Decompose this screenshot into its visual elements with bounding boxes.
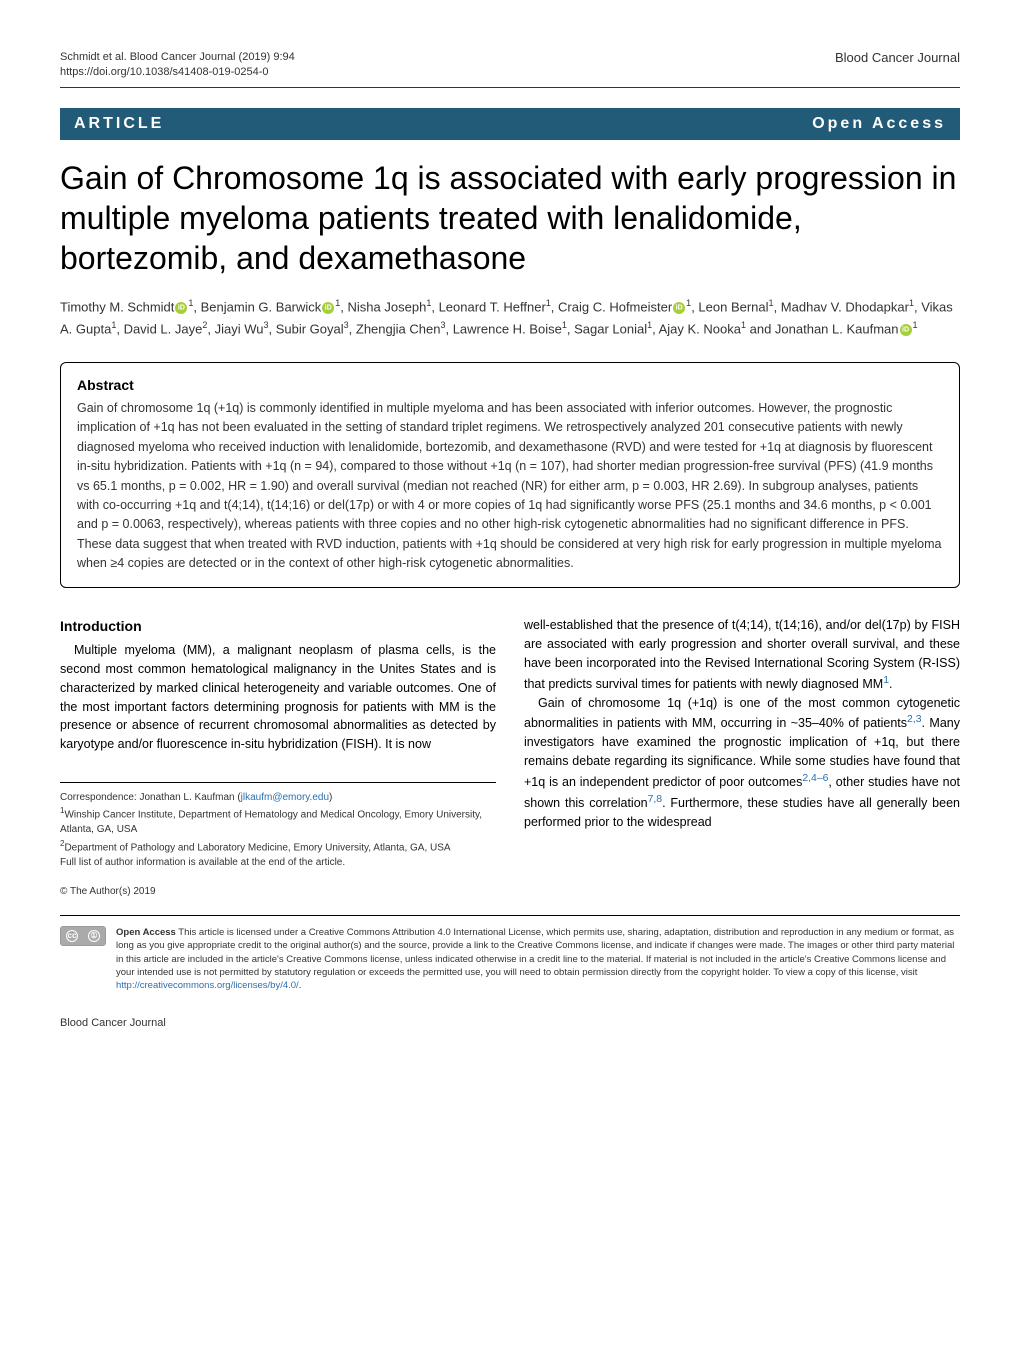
correspondence-label: Correspondence: Jonathan L. Kaufman (	[60, 792, 241, 803]
author: Sagar Lonial	[574, 321, 647, 336]
affiliation-ref: 1	[335, 298, 340, 308]
article-title: Gain of Chromosome 1q is associated with…	[60, 158, 960, 278]
license-row: cc ① Open Access This article is license…	[60, 926, 960, 992]
affiliation-ref: 1	[111, 320, 116, 330]
doi: https://doi.org/10.1038/s41408-019-0254-…	[60, 65, 295, 80]
affiliation-ref: 1	[647, 320, 652, 330]
footer: Blood Cancer Journal	[60, 1017, 960, 1029]
abstract-text: Gain of chromosome 1q (+1q) is commonly …	[77, 399, 943, 573]
affiliation-ref: 1	[909, 298, 914, 308]
left-column: Introduction Multiple myeloma (MM), a ma…	[60, 616, 496, 870]
orcid-icon	[322, 302, 334, 314]
intro-right-para1: well-established that the presence of t(…	[524, 616, 960, 693]
author: Jiayi Wu	[215, 321, 264, 336]
affiliation-ref: 3	[344, 320, 349, 330]
orcid-icon	[673, 302, 685, 314]
para2-text-a: Gain of chromosome 1q (+1q) is one of th…	[524, 696, 960, 731]
by-icon: ①	[83, 927, 105, 945]
para1-text: well-established that the presence of t(…	[524, 618, 960, 690]
article-bar: ARTICLE Open Access	[60, 108, 960, 140]
citation-ref[interactable]: 2,3	[907, 714, 921, 725]
correspondence-email[interactable]: jlkaufm@emory.edu	[241, 792, 329, 803]
header-divider	[60, 87, 960, 88]
author: Subir Goyal	[276, 321, 344, 336]
affiliation-ref: 1	[913, 320, 918, 330]
abstract-heading: Abstract	[77, 377, 943, 393]
intro-left-para: Multiple myeloma (MM), a malignant neopl…	[60, 641, 496, 754]
author: Ajay K. Nooka	[659, 321, 741, 336]
affiliation-1-text: Winship Cancer Institute, Department of …	[60, 810, 482, 836]
right-column: well-established that the presence of t(…	[524, 616, 960, 870]
affiliation-2-text: Department of Pathology and Laboratory M…	[64, 842, 450, 853]
license-text: Open Access This article is licensed und…	[116, 926, 960, 992]
author: Zhengjia Chen	[356, 321, 441, 336]
affiliation-ref: 1	[686, 298, 691, 308]
footnotes: Correspondence: Jonathan L. Kaufman (jlk…	[60, 782, 496, 870]
header-meta: Schmidt et al. Blood Cancer Journal (201…	[60, 50, 960, 81]
correspondence-close: )	[329, 792, 332, 803]
affiliation-ref: 1	[741, 320, 746, 330]
affiliation-ref: 3	[440, 320, 445, 330]
citation: Schmidt et al. Blood Cancer Journal (201…	[60, 50, 295, 65]
affiliation-ref: 1	[426, 298, 431, 308]
license-divider	[60, 915, 960, 916]
author: Timothy M. Schmidt	[60, 299, 174, 314]
author: Madhav V. Dhodapkar	[781, 299, 909, 314]
author: Lawrence H. Boise	[453, 321, 562, 336]
license-link[interactable]: http://creativecommons.org/licenses/by/4…	[116, 980, 299, 991]
author-list: Timothy M. Schmidt1, Benjamin G. Barwick…	[60, 296, 960, 340]
open-access-bold: Open Access	[116, 927, 176, 938]
abstract-box: Abstract Gain of chromosome 1q (+1q) is …	[60, 362, 960, 588]
author: Leonard T. Heffner	[439, 299, 546, 314]
body-columns: Introduction Multiple myeloma (MM), a ma…	[60, 616, 960, 870]
affiliation-ref: 1	[562, 320, 567, 330]
author: Jonathan L. Kaufman	[775, 321, 899, 336]
affiliation-1: 1Winship Cancer Institute, Department of…	[60, 805, 496, 837]
orcid-icon	[900, 324, 912, 336]
cc-badge: cc ①	[60, 926, 106, 946]
author: Nisha Joseph	[348, 299, 427, 314]
introduction-heading: Introduction	[60, 616, 496, 637]
footer-left: Blood Cancer Journal	[60, 1017, 166, 1029]
header-left: Schmidt et al. Blood Cancer Journal (201…	[60, 50, 295, 81]
author: David L. Jaye	[124, 321, 203, 336]
author: Leon Bernal	[698, 299, 768, 314]
author: Craig C. Hofmeister	[558, 299, 672, 314]
bar-fill	[178, 108, 798, 140]
orcid-icon	[175, 302, 187, 314]
full-list-note: Full list of author information is avail…	[60, 856, 496, 871]
cc-icon: cc	[61, 927, 83, 945]
affiliation-ref: 3	[263, 320, 268, 330]
citation-ref[interactable]: 1	[883, 675, 889, 686]
affiliation-ref: 2	[202, 320, 207, 330]
affiliation-2: 2Department of Pathology and Laboratory …	[60, 838, 496, 856]
open-access-label: Open Access	[798, 108, 960, 140]
citation-ref[interactable]: 7,8	[648, 794, 662, 805]
affiliation-ref: 1	[188, 298, 193, 308]
license-body: This article is licensed under a Creativ…	[116, 927, 954, 978]
citation-ref[interactable]: 2,4–6	[802, 773, 828, 784]
correspondence: Correspondence: Jonathan L. Kaufman (jlk…	[60, 791, 496, 806]
journal-name: Blood Cancer Journal	[835, 50, 960, 65]
author: Benjamin G. Barwick	[201, 299, 322, 314]
copyright: © The Author(s) 2019	[60, 886, 960, 897]
article-label: ARTICLE	[60, 108, 178, 140]
affiliation-ref: 1	[546, 298, 551, 308]
affiliation-ref: 1	[769, 298, 774, 308]
intro-right-para2: Gain of chromosome 1q (+1q) is one of th…	[524, 694, 960, 832]
